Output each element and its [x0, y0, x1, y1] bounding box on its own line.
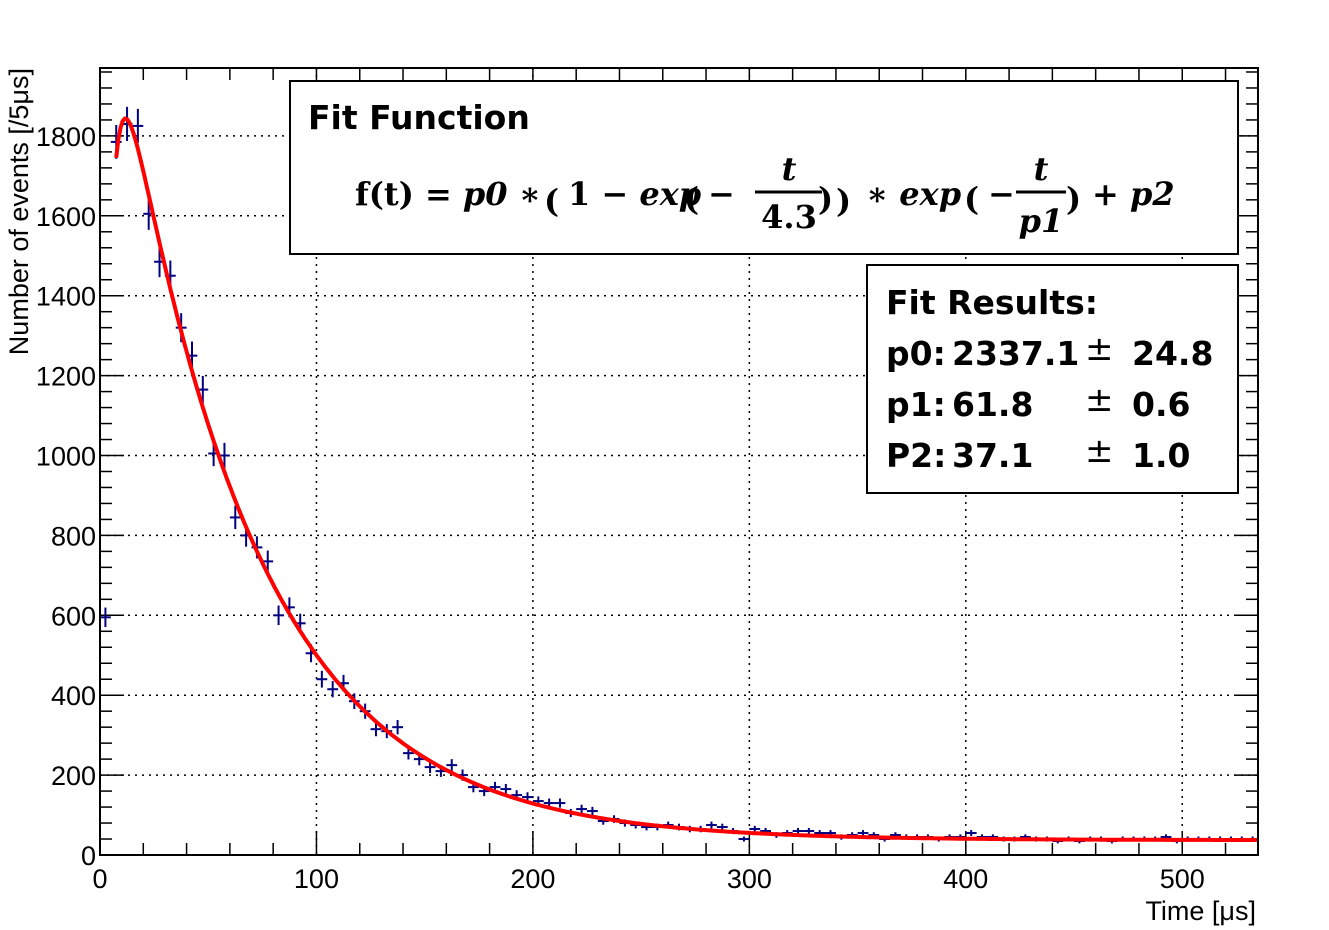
y-tick-label: 800: [51, 521, 96, 551]
svg-text:P2:: P2:: [886, 436, 946, 475]
y-axis-title: Number of events [/5μs]: [4, 68, 34, 355]
y-tick-label: 1000: [36, 442, 96, 472]
data-point: [554, 798, 566, 808]
fit-function-formula: f(t) = p0 ∗ ( 1 − exp ( − t 4.3 ) ) ∗ ex…: [355, 150, 1175, 240]
svg-text:): ): [836, 182, 851, 220]
tick-labels: 0 100 200 300 400 500 0 200 400 600 800 1000 1200 140…: [36, 122, 1205, 894]
svg-text:4.3: 4.3: [761, 198, 817, 236]
data-point: [100, 607, 111, 628]
plot-frame: [99, 67, 1259, 856]
svg-text:37.1: 37.1: [952, 436, 1033, 475]
svg-text:1.0: 1.0: [1132, 436, 1190, 475]
fit-results-box: Fit Results: p0: 2337.1 ± 24.8 p1: 61.8 …: [866, 264, 1239, 494]
y-tick-label: 1400: [36, 282, 96, 312]
svg-text:1 − exp: 1 − exp: [568, 175, 701, 213]
x-tick-label: 200: [510, 864, 555, 894]
fit-curve: [114, 116, 1257, 842]
y-tick-label: 1200: [36, 362, 96, 392]
svg-text:t: t: [782, 150, 797, 188]
data-point: [316, 670, 328, 688]
x-tick-label: 0: [92, 864, 107, 894]
x-axis-title: Time [μs]: [1145, 896, 1256, 926]
fit-function-title: Fit Function: [308, 98, 530, 137]
x-tick-label: 100: [294, 864, 339, 894]
data-point: [716, 823, 728, 831]
svg-text:2337.1: 2337.1: [952, 334, 1079, 373]
svg-text:): ): [818, 180, 833, 218]
fit-result-row-p0: p0: 2337.1 ± 24.8: [886, 329, 1213, 373]
fit-function-box: Fit Function f(t) = p0 ∗ ( 1 − exp ( − t…: [289, 80, 1239, 255]
axis-ticks: [99, 68, 1258, 856]
svg-text:(: (: [964, 180, 979, 218]
svg-text:p0:: p0:: [886, 334, 946, 373]
data-point: [446, 759, 458, 772]
svg-text:): ): [1066, 180, 1081, 218]
svg-text:∗ exp: ∗ exp: [866, 175, 961, 213]
fit-result-row-p2: P2: 37.1 ± 1.0: [886, 431, 1190, 475]
svg-text:(: (: [684, 180, 699, 218]
svg-text:±: ±: [1085, 329, 1114, 369]
svg-text:24.8: 24.8: [1132, 334, 1213, 373]
data-point: [370, 722, 382, 737]
y-tick-label: 1600: [36, 202, 96, 232]
svg-text:f(t) = p0 ∗: f(t) = p0 ∗: [355, 175, 541, 213]
data-point: [576, 804, 588, 814]
svg-text:0.6: 0.6: [1132, 385, 1190, 424]
data-point: [262, 550, 274, 573]
data-point: [738, 836, 750, 842]
x-tick-label: 500: [1160, 864, 1205, 894]
svg-text:−: −: [988, 175, 1015, 213]
data-point: [792, 827, 804, 835]
data-point: [327, 681, 339, 698]
svg-text:+ p2: + p2: [1092, 175, 1175, 213]
y-tick-label: 600: [51, 601, 96, 631]
y-tick-label: 0: [81, 841, 96, 871]
svg-text:±: ±: [1085, 380, 1114, 420]
data-point: [803, 827, 815, 835]
data-point: [965, 830, 977, 836]
fit-results-title: Fit Results:: [886, 283, 1098, 322]
data-point: [706, 821, 717, 829]
fit-result-row-p1: p1: 61.8 ± 0.6: [886, 380, 1190, 424]
y-tick-label: 200: [51, 761, 96, 791]
svg-text:p1:: p1:: [886, 385, 946, 424]
data-point: [587, 806, 598, 816]
data-point: [392, 720, 404, 735]
data-point: [273, 605, 284, 626]
y-tick-label: 1800: [36, 122, 96, 152]
svg-text:−: −: [708, 175, 735, 213]
data-point: [857, 830, 869, 836]
data-point: [229, 505, 241, 530]
svg-text:(: (: [544, 182, 559, 220]
x-tick-label: 400: [943, 864, 988, 894]
data-point: [132, 108, 144, 143]
svg-text:p1: p1: [1019, 202, 1064, 240]
data-point: [500, 783, 512, 795]
svg-text:61.8: 61.8: [952, 385, 1033, 424]
x-tick-label: 300: [727, 864, 772, 894]
y-tick-label: 400: [51, 681, 96, 711]
data-point: [219, 442, 230, 469]
svg-text:±: ±: [1085, 431, 1114, 471]
data-point: [749, 825, 761, 833]
svg-text:t: t: [1034, 150, 1049, 188]
